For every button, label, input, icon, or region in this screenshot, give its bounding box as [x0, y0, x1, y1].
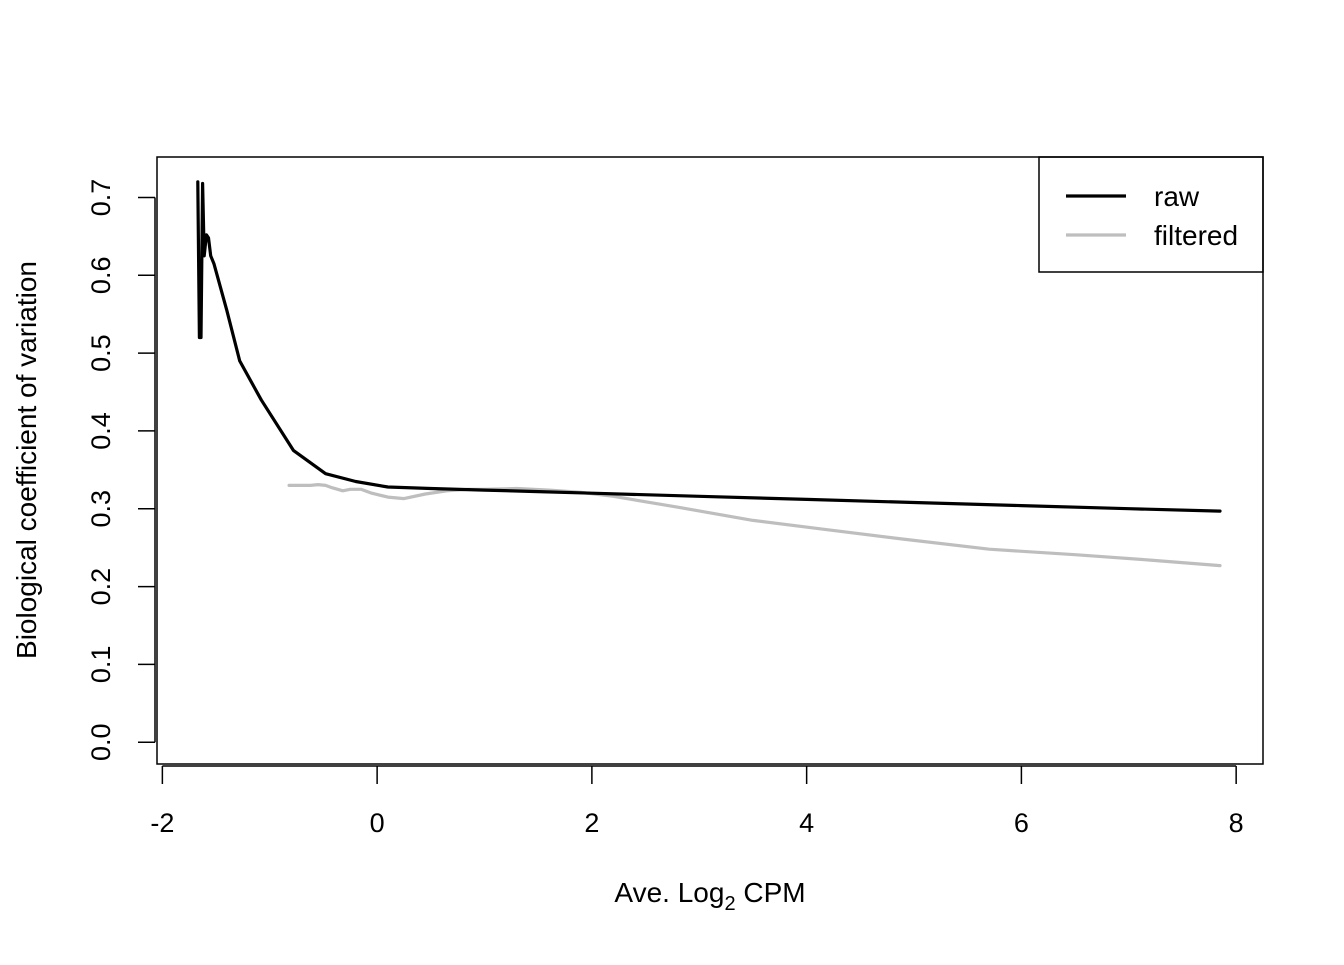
y-tick-label: 0.7: [86, 179, 116, 217]
x-tick-label: 8: [1229, 808, 1244, 838]
x-tick-label: 2: [584, 808, 599, 838]
x-axis-title: Ave. Log2 CPM: [614, 877, 805, 915]
y-tick-label: 0.2: [86, 568, 116, 606]
plot-area-frame: [156, 156, 1264, 765]
x-tick-label: 0: [370, 808, 385, 838]
y-tick-label: 0.3: [86, 490, 116, 528]
y-tick-label: 0.6: [86, 257, 116, 295]
legend-label-raw: raw: [1154, 181, 1200, 212]
x-tick-label: -2: [150, 808, 174, 838]
series-line-raw: [196, 180, 1222, 513]
x-axis: -2 0 2 4 6 8: [150, 765, 1244, 838]
legend-label-filtered: filtered: [1154, 220, 1238, 251]
x-tick-label: 4: [799, 808, 814, 838]
y-tick-label: 0.5: [86, 334, 116, 372]
x-tick-label: 6: [1014, 808, 1029, 838]
series-layer: [196, 180, 1222, 568]
y-tick-label: 0.0: [86, 723, 116, 761]
y-tick-label: 0.4: [86, 412, 116, 450]
y-axis-title: Biological coefficient of variation: [11, 261, 42, 659]
x-axis-title-subscript: 2: [724, 893, 735, 915]
y-tick-label: 0.1: [86, 646, 116, 684]
y-axis: 0.0 0.1 0.2 0.3 0.4 0.5 0.6 0.7: [86, 179, 156, 761]
legend: raw filtered: [1038, 156, 1264, 273]
x-axis-title-main: Ave. Log: [614, 877, 724, 908]
x-axis-title-suffix: CPM: [736, 877, 806, 908]
legend-box: [1038, 156, 1264, 273]
